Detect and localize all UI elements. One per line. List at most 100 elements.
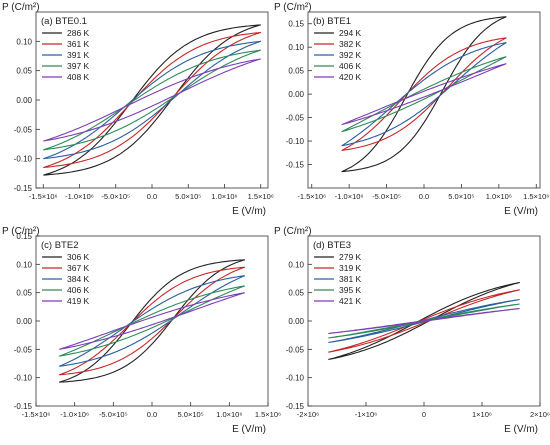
legend-entry: 384 K [67,274,90,284]
legend-entry: 392 K [339,50,362,60]
x-axis-label: E (V/m) [232,424,266,435]
legend-entry: 306 K [67,252,90,262]
legend-entry: 397 K [67,61,90,71]
x-tick-label: -5.0×10⁵ [99,410,128,419]
y-axis-label: P (C/m²) [2,2,40,13]
y-tick-label: 0.10 [16,37,32,46]
series-loop [328,307,520,335]
series-loop [43,40,261,160]
x-tick-label: -1.5×10⁶ [29,192,58,201]
x-tick-label: 5.0×10⁵ [175,192,201,201]
series-loop [341,41,507,147]
y-tick-label: 0.00 [16,96,32,105]
series-loop [59,292,245,350]
y-tick-label: -0.15 [286,402,305,411]
x-tick-label: 1.5×10⁶ [523,192,549,201]
panel-label: (a) BTE0.1 [41,16,87,27]
x-tick-label: -5.0×10⁵ [101,192,130,201]
x-tick-label: -1.5×10⁶ [22,410,51,419]
panel-c: P (C/m²) -1.5×10⁶ -1.0×10⁶ -5.0×10⁵ 0.0 5.0×1… [2,226,281,435]
x-tick-label: 0.0 [147,192,157,201]
x-tick-label: 0.0 [419,192,429,201]
x-axis-label: E (V/m) [504,424,538,435]
y-tick-label: 0.00 [288,317,304,326]
legend-entry: 279 K [339,252,362,262]
series-loop [59,266,245,376]
y-axis-label: P (C/m²) [2,226,40,237]
y-tick-label: 0.15 [288,20,304,29]
series-loop [43,24,261,176]
legend-entry: 286 K [67,28,90,38]
x-tick-label: 1.5×10⁶ [255,410,281,419]
panel-d: P (C/m²) -2×10⁶ -1×10⁶ 0 1×10⁶ 2×10⁶ -0.15 -0.1… [274,226,550,435]
x-tick-label: 1.0×10⁶ [216,410,242,419]
x-tick-label: -1.5×10⁶ [297,192,326,201]
x-axis-label: E (V/m) [232,206,266,217]
legend-entry: 406 K [339,61,362,71]
y-tick-label: 0.10 [16,260,32,269]
x-tick-label: -1.0×10⁶ [65,192,94,201]
x-tick-label: -2×10⁶ [297,410,319,419]
y-tick-label: -0.15 [286,161,305,170]
legend-entry: 381 K [339,274,362,284]
y-tick-label: -0.10 [14,374,33,383]
series-loop [341,56,507,133]
x-tick-label: 1.5×10⁶ [248,192,274,201]
y-tick-label: -0.15 [14,184,33,193]
y-tick-label: -0.10 [14,155,33,164]
x-tick-label: 5.0×10⁵ [178,410,204,419]
legend-entry: 294 K [339,28,362,38]
y-tick-label: 0.10 [288,43,304,52]
panel-label: (c) BTE2 [41,240,78,251]
x-tick-label: -1.0×10⁶ [60,410,89,419]
x-tick-label: -5.0×10⁵ [372,192,401,201]
legend-entry: 391 K [67,50,90,60]
y-tick-label: 0.00 [288,90,304,99]
legend-entry: 406 K [67,285,90,295]
legend-entry: 419 K [67,296,90,306]
x-tick-label: 1.0×10⁶ [211,192,237,201]
legend-entry: 395 K [339,285,362,295]
legend-entry: 382 K [339,39,362,49]
y-tick-label: -0.10 [286,374,305,383]
panel-label: (d) BTE3 [313,240,351,251]
x-axis-label: E (V/m) [504,206,538,217]
y-axis-label: P (C/m²) [274,226,312,237]
y-tick-label: -0.05 [14,125,33,134]
series-loop [328,289,520,353]
y-tick-label: -0.05 [286,345,305,354]
x-tick-label: 5.0×10⁵ [448,192,474,201]
y-axis-label: P (C/m²) [274,2,312,13]
series-loop [328,303,520,339]
series-loop [328,298,520,344]
y-tick-label: -0.05 [286,114,305,123]
y-tick-label: 0.15 [16,232,32,241]
x-tick-label: 1.0×10⁶ [486,192,512,201]
series-loop [59,259,245,383]
legend-entry: 361 K [67,39,90,49]
panel-b: P (C/m²) -1.5×10⁶ -1.0×10⁶ -5.0×10⁵ 0.0 5.0×1… [274,2,549,217]
legend-entry: 420 K [339,72,362,82]
y-tick-label: 0.05 [288,67,304,76]
x-tick-label: -1×10⁶ [355,410,377,419]
y-tick-label: 0.00 [16,317,32,326]
y-tick-label: -0.10 [286,137,305,146]
series-loop [58,275,246,367]
y-tick-label: 0.10 [288,260,304,269]
series-loop [341,63,507,126]
x-tick-label: 2×10⁶ [530,410,550,419]
x-tick-label: -1.0×10⁶ [335,192,364,201]
legend-entry: 408 K [67,72,90,82]
series-loop [43,58,261,142]
series-loop [43,49,261,151]
legend-entry: 367 K [67,263,90,273]
y-tick-label: 0.05 [288,289,304,298]
y-tick-label: 0.05 [16,289,32,298]
panel-a: P (C/m²) -1.5×10⁶ -1.0×10⁶ -5.0×10⁵ 0.0 5.0×1… [2,2,274,217]
legend-entry: 319 K [339,263,362,273]
y-tick-label: -0.15 [14,402,33,411]
x-tick-label: 1×10⁶ [472,410,492,419]
x-tick-label: 0.0 [147,410,157,419]
series-loop [43,31,261,169]
x-tick-label: 0 [422,410,426,419]
